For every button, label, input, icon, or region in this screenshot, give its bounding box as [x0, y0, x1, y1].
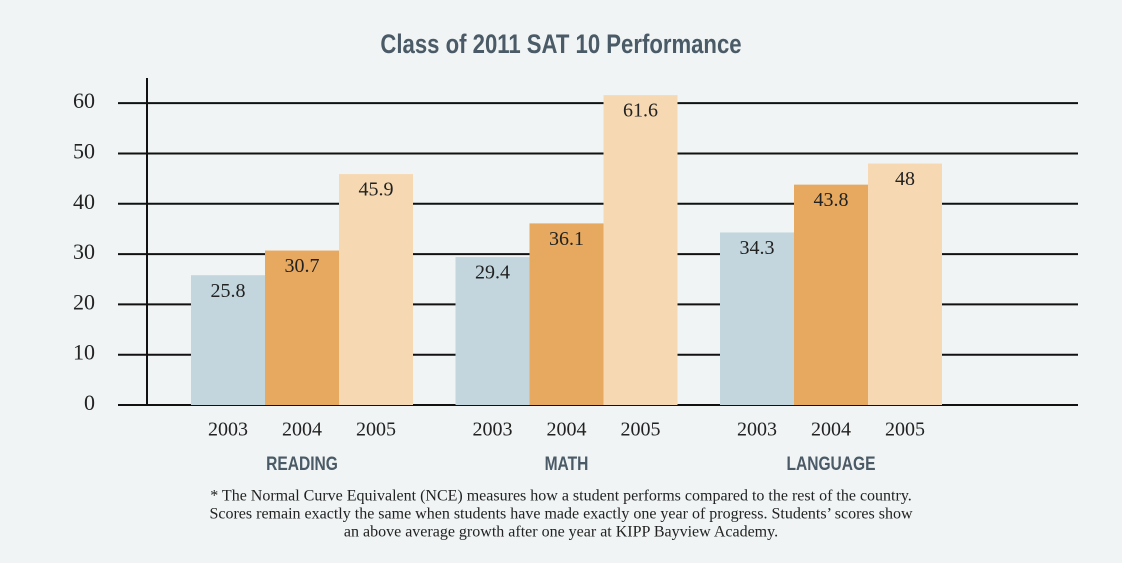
value-label: 43.8: [814, 189, 849, 211]
category-label: MATH: [545, 453, 589, 475]
series-label: 2003: [737, 419, 777, 441]
bar: [265, 250, 339, 405]
bar: [191, 275, 265, 405]
category-label: LANGUAGE: [786, 453, 875, 475]
y-tick-label: 10: [73, 340, 95, 365]
value-label: 29.4: [475, 262, 510, 284]
bar: [603, 95, 678, 405]
bar: [455, 257, 530, 405]
y-tick-label: 40: [73, 189, 95, 214]
chart-title: Class of 2011 SAT 10 Performance: [380, 30, 741, 60]
bar: [794, 184, 868, 405]
series-label: 2003: [473, 419, 513, 441]
y-tick-label: 50: [73, 139, 95, 164]
footnote: * The Normal Curve Equivalent (NCE) meas…: [210, 488, 912, 505]
value-label: 36.1: [549, 228, 584, 250]
y-tick-label: 30: [73, 239, 95, 264]
y-tick-label: 60: [73, 88, 95, 113]
series-label: 2003: [208, 419, 248, 441]
series-label: 2005: [885, 419, 925, 441]
value-label: 30.7: [285, 255, 320, 277]
series-label: 2004: [282, 419, 322, 441]
bar: [529, 223, 604, 405]
value-label: 25.8: [211, 280, 246, 302]
y-tick-label: 20: [73, 289, 95, 314]
footnote: Scores remain exactly the same when stud…: [209, 506, 912, 523]
value-label: 61.6: [623, 100, 658, 122]
y-tick-label: 0: [84, 390, 95, 415]
value-label: 48: [895, 168, 915, 190]
footnote: an above average growth after one year a…: [344, 524, 778, 541]
bar: [720, 232, 794, 405]
series-label: 2005: [356, 419, 396, 441]
series-label: 2005: [621, 419, 661, 441]
category-label: READING: [266, 453, 338, 475]
value-label: 45.9: [359, 179, 394, 201]
series-label: 2004: [547, 419, 587, 441]
bar: [339, 174, 413, 405]
series-label: 2004: [811, 419, 851, 441]
bar: [868, 163, 942, 405]
value-label: 34.3: [740, 237, 775, 259]
